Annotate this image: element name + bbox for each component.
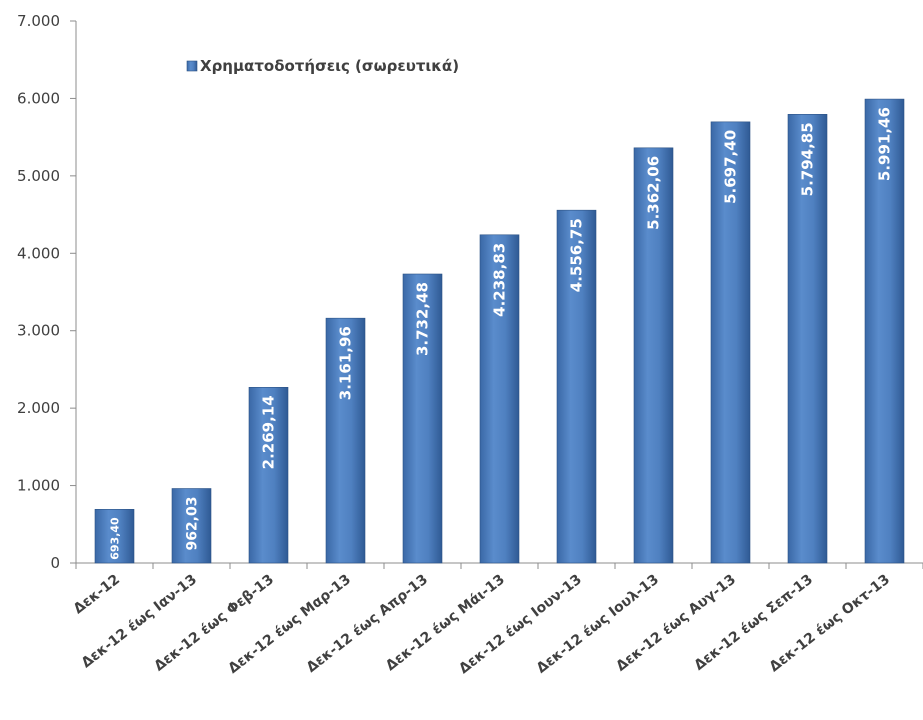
x-tick-label: Δεκ-12 — [71, 572, 123, 618]
data-label: 5.697,40 — [722, 130, 740, 204]
data-label: 4.238,83 — [491, 243, 509, 317]
bar — [787, 114, 828, 564]
x-tick-label: Δεκ-12 έως Ιουλ-13 — [534, 572, 662, 677]
x-tick-label: Δεκ-12 έως Μαρ-13 — [225, 572, 354, 677]
bar — [402, 273, 443, 564]
legend: Χρηματοδοτήσεις (σωρευτικά) — [186, 57, 459, 75]
y-tick-label: 0 — [50, 554, 60, 572]
y-tick-label: 4.000 — [17, 244, 60, 262]
data-label: 693,40 — [108, 517, 121, 560]
data-label: 5.362,06 — [645, 156, 663, 230]
data-label: 3.161,96 — [337, 326, 355, 400]
y-tick-label: 5.000 — [17, 167, 60, 185]
y-tick-label: 6.000 — [17, 89, 60, 107]
bars — [94, 98, 905, 564]
y-tick-label: 7.000 — [17, 12, 60, 30]
data-label: 5.794,85 — [799, 122, 817, 196]
y-tick-label: 3.000 — [17, 322, 60, 340]
y-tick-label: 1.000 — [17, 477, 60, 495]
data-label: 3.732,48 — [414, 282, 432, 356]
bar — [556, 209, 597, 564]
bar — [325, 317, 366, 564]
bar — [864, 98, 905, 564]
y-axis: 0 1.000 2.000 3.000 4.000 5.000 6.000 7.000 — [17, 12, 77, 572]
bar — [633, 147, 674, 564]
legend-swatch — [186, 60, 198, 72]
bar — [710, 121, 751, 564]
bar — [94, 509, 135, 564]
data-label: 962,03 — [184, 497, 200, 551]
data-labels: 693,40 962,03 2.269,14 3.161,96 3.732,48 4.23… — [108, 107, 893, 560]
bar — [171, 488, 212, 564]
data-label: 5.991,46 — [876, 107, 894, 181]
x-tick-label: Δεκ-12 έως Ιουν-13 — [456, 572, 585, 678]
legend-label: Χρηματοδοτήσεις (σωρευτικά) — [200, 57, 459, 75]
bar — [248, 387, 289, 564]
data-label: 2.269,14 — [260, 395, 278, 469]
data-label: 4.556,75 — [568, 218, 586, 292]
bar — [479, 234, 520, 564]
y-tick-label: 2.000 — [17, 399, 60, 417]
